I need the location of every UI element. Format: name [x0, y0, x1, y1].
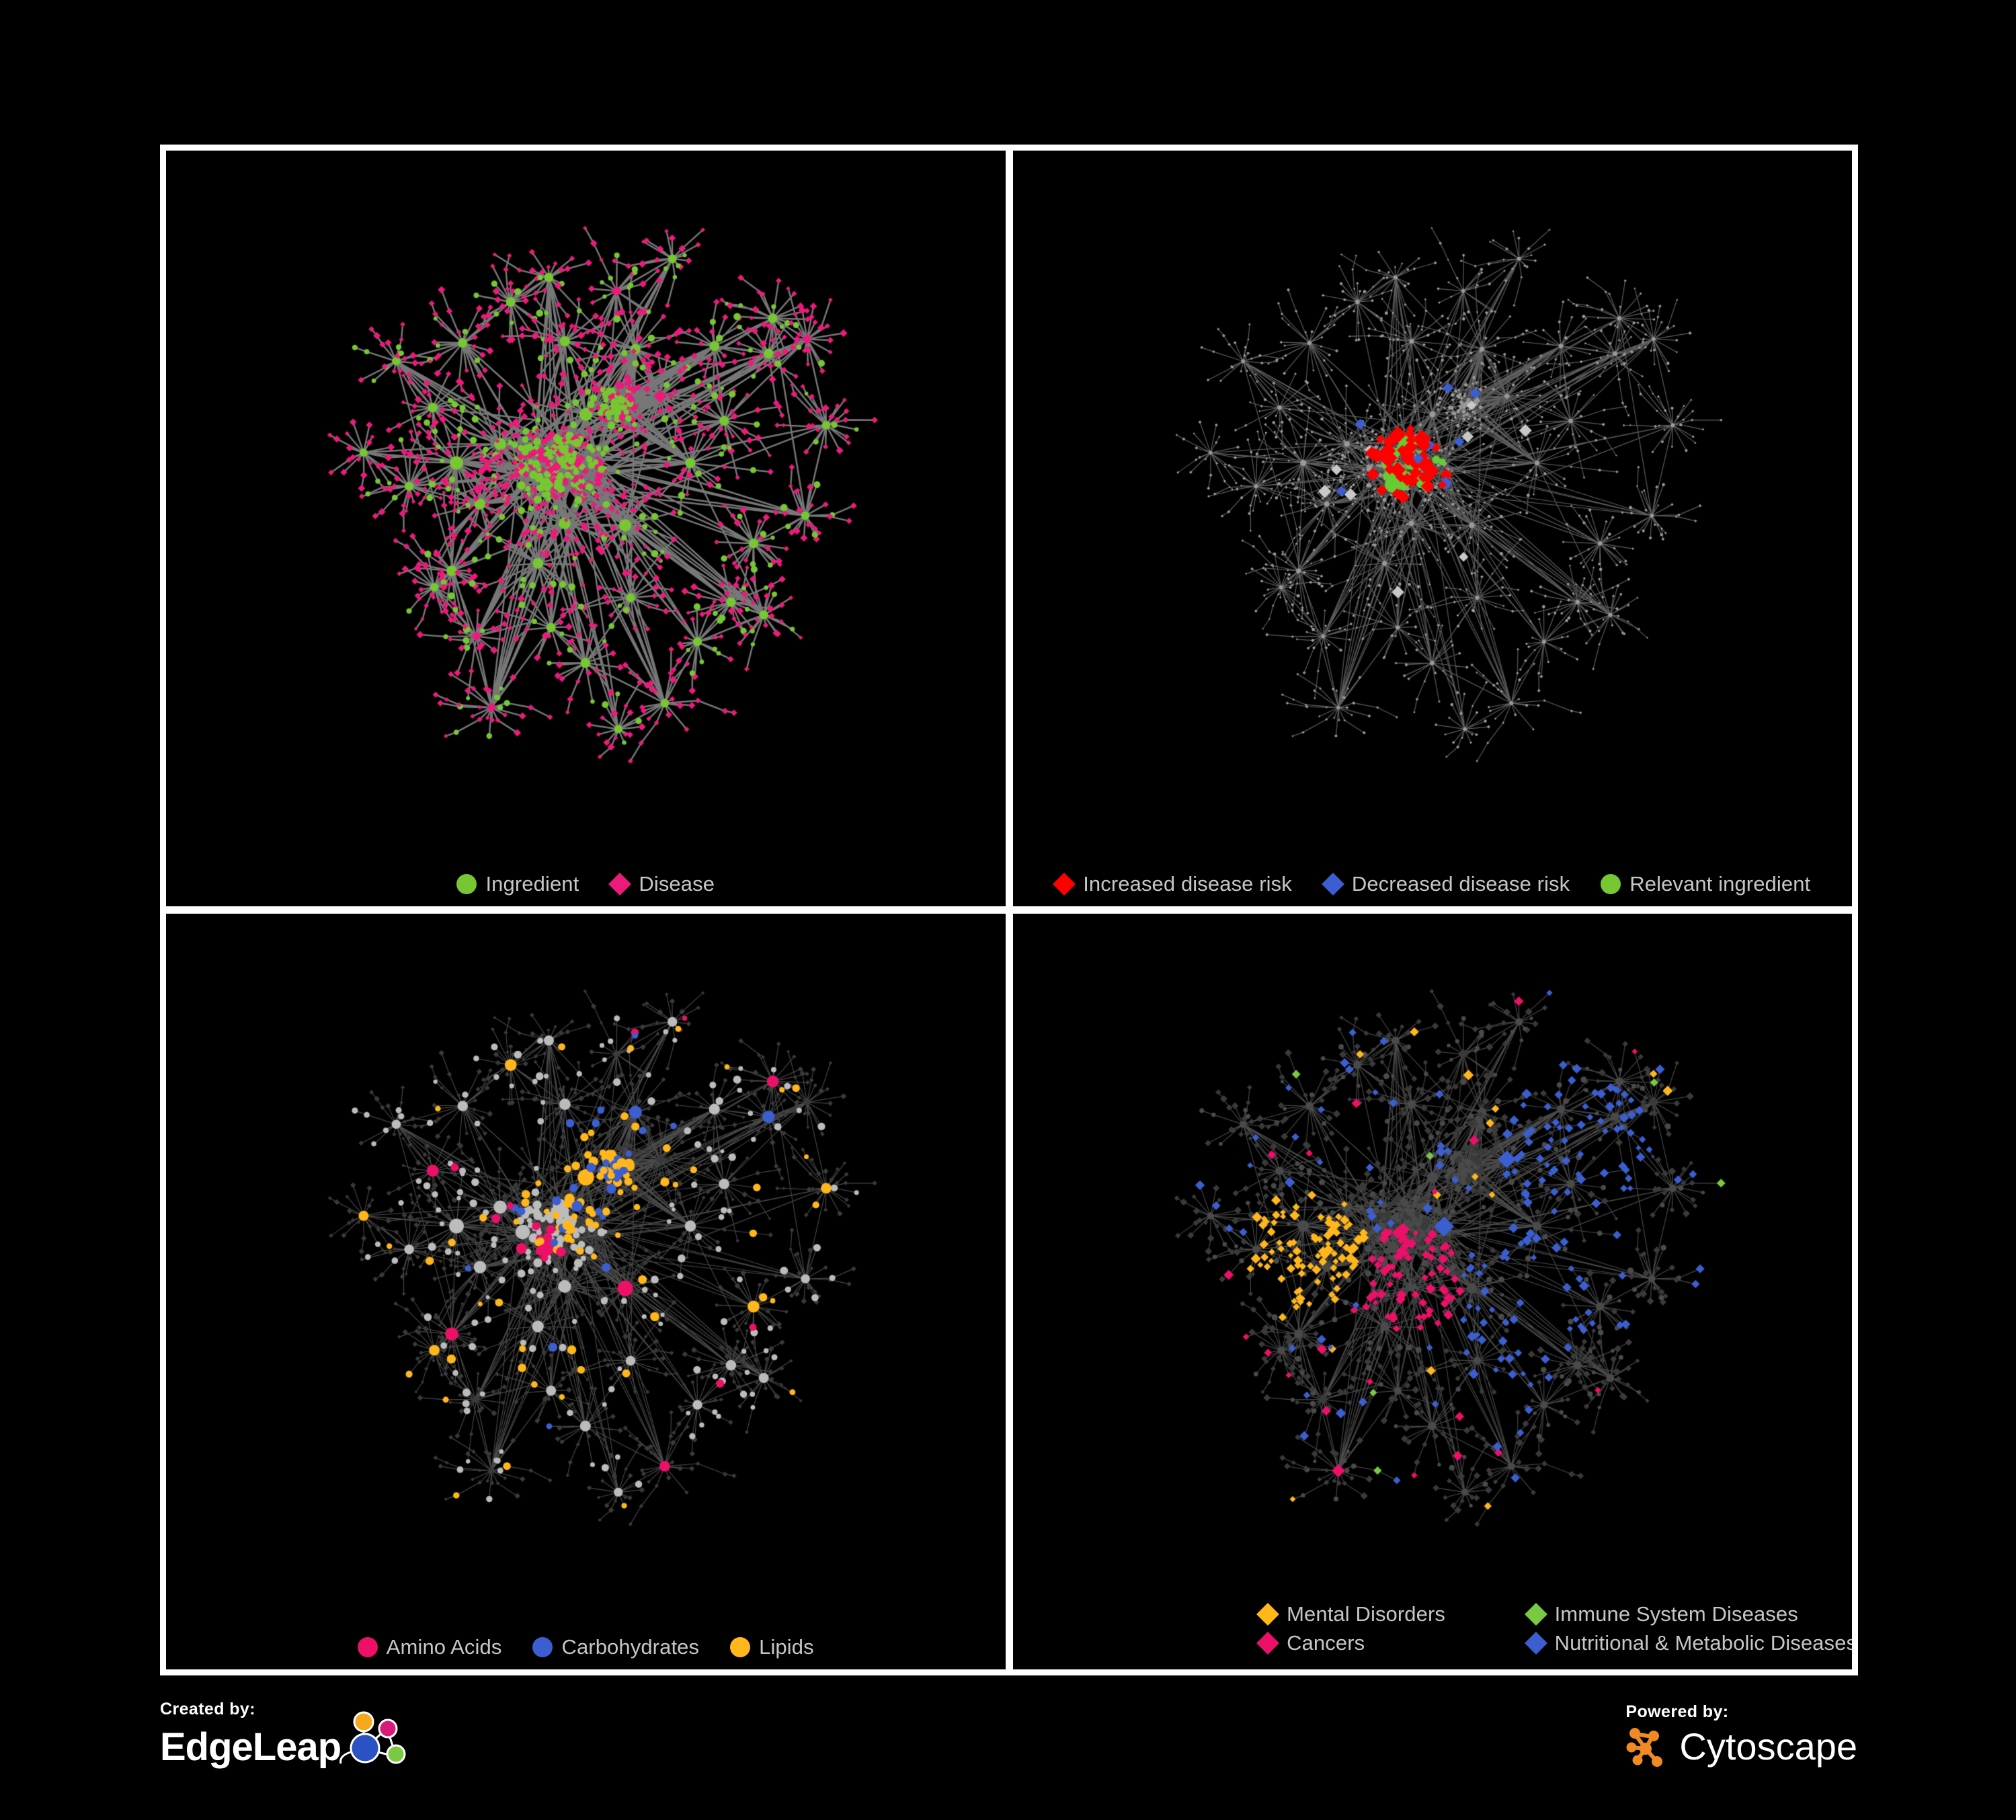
created-by-edgeleap-brand: Created by: EdgeLeap	[160, 1700, 417, 1773]
legend-label: Lipids	[759, 1635, 814, 1659]
legend-item[interactable]: Cancers	[1256, 1631, 1496, 1655]
immune-system-diseases-diamond-icon	[1524, 1602, 1547, 1626]
edgeleap-wordmark: EdgeLeap	[160, 1725, 341, 1769]
legend-item[interactable]: Mental Disorders	[1256, 1602, 1496, 1626]
legend-label: Mental Disorders	[1287, 1602, 1446, 1626]
legend-item[interactable]: Nutritional & Metabolic Diseases	[1524, 1631, 1852, 1655]
panel-disease-class[interactable]: Mental Disorders Immune System Diseases …	[1012, 914, 1852, 1669]
cytoscape-wordmark: Cytoscape	[1679, 1725, 1857, 1768]
network-canvas-disease-risk	[1012, 151, 1852, 906]
decreased-risk-diamond-icon	[1321, 872, 1344, 896]
network-canvas-ingredient-disease	[166, 151, 1006, 906]
legend-label: Amino Acids	[386, 1635, 502, 1659]
powered-by-label: Powered by:	[1625, 1702, 1729, 1721]
legend-item[interactable]: Lipids	[730, 1636, 814, 1657]
legend-label: Nutritional & Metabolic Diseases	[1554, 1631, 1852, 1655]
legend-disease-class: Mental Disorders Immune System Diseases …	[1231, 1602, 1852, 1655]
legend-label: Disease	[639, 872, 715, 896]
legend-ingredient-class: Amino Acids Carbohydrates Lipids	[166, 1636, 1006, 1657]
panel-ingredient-disease[interactable]: Ingredient Disease	[166, 151, 1006, 906]
legend-label: Relevant ingredient	[1629, 872, 1811, 896]
relevant-ingredient-circle-icon	[1601, 873, 1621, 894]
network-canvas-ingredient-class	[166, 914, 1006, 1669]
legend-item[interactable]: Immune System Diseases	[1524, 1602, 1798, 1626]
legend-item[interactable]: Decreased disease risk	[1321, 872, 1570, 896]
legend-item[interactable]: Carbohydrates	[532, 1636, 699, 1657]
legend-label: Carbohydrates	[561, 1635, 700, 1659]
increased-risk-diamond-icon	[1053, 872, 1076, 896]
legend-label: Cancers	[1287, 1631, 1365, 1655]
network-canvas-disease-class	[1012, 914, 1852, 1669]
legend-item[interactable]: Ingredient	[456, 873, 579, 894]
created-by-label: Created by:	[160, 1700, 255, 1718]
legend-label: Ingredient	[485, 872, 579, 896]
legend-item[interactable]: Amino Acids	[357, 1635, 502, 1659]
amino-acids-circle-icon	[357, 1636, 378, 1657]
legend-label: Increased disease risk	[1083, 872, 1292, 896]
legend-ingredient-disease: Ingredient Disease	[166, 872, 1006, 896]
legend-item[interactable]: Disease	[608, 872, 715, 896]
legend-item[interactable]: Increased disease risk	[1053, 872, 1292, 896]
legend-label: Immune System Diseases	[1554, 1602, 1798, 1626]
disease-diamond-icon	[608, 872, 632, 896]
figure-panel-grid: Ingredient Disease Increased disease ris…	[160, 145, 1858, 1675]
mental-disorders-diamond-icon	[1256, 1602, 1280, 1626]
carbohydrates-circle-icon	[532, 1636, 553, 1657]
nutritional-metabolic-diseases-diamond-icon	[1524, 1631, 1547, 1655]
lipids-circle-icon	[730, 1636, 751, 1657]
panel-ingredient-class[interactable]: Amino Acids Carbohydrates Lipids	[166, 914, 1006, 1669]
panel-disease-risk[interactable]: Increased disease risk Decreased disease…	[1012, 151, 1853, 906]
figure-footer: Created by: EdgeLeap Powered by:	[160, 1681, 1857, 1802]
legend-label: Decreased disease risk	[1351, 872, 1570, 896]
legend-disease-risk: Increased disease risk Decreased disease…	[1013, 872, 1853, 896]
powered-by-cytoscape-brand: Powered by: Cytoscape	[1625, 1702, 1857, 1769]
cancers-diamond-icon	[1256, 1631, 1280, 1655]
legend-item[interactable]: Relevant ingredient	[1601, 873, 1810, 894]
edgeleap-network-logo-icon	[339, 1711, 406, 1764]
ingredient-circle-icon	[456, 873, 477, 894]
cytoscape-logo-icon	[1626, 1728, 1663, 1767]
